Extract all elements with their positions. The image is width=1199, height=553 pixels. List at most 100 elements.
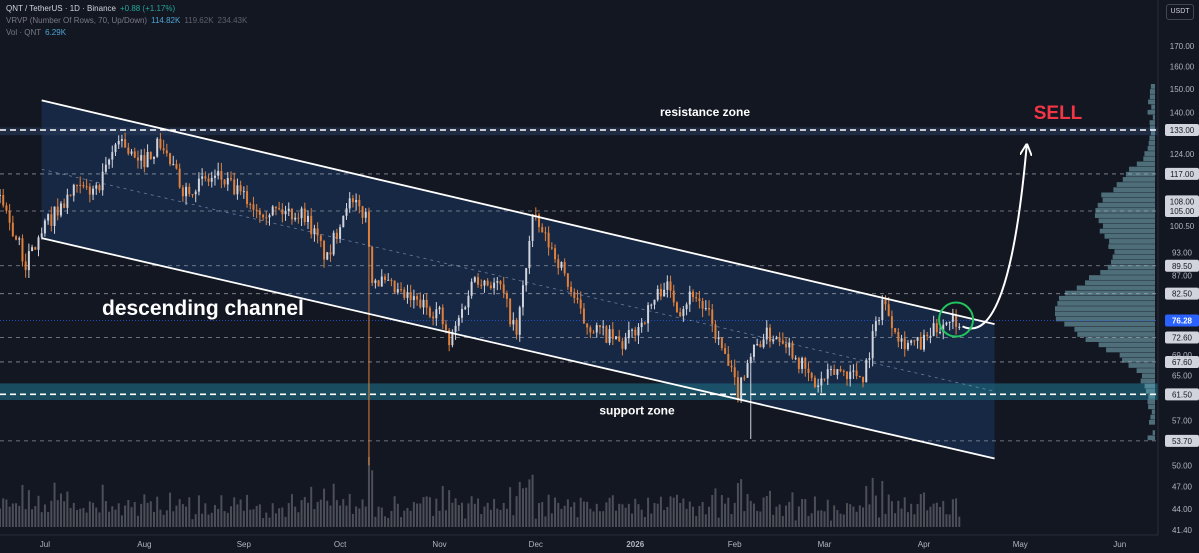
candle: [258, 210, 261, 215]
candle: [733, 367, 736, 378]
candle: [493, 282, 496, 289]
candle: [534, 214, 537, 216]
candle: [361, 206, 364, 218]
candle: [204, 176, 207, 179]
volume-bar: [627, 503, 630, 527]
volume-profile-bar: [1148, 140, 1155, 146]
candle: [425, 299, 428, 308]
volume-bar: [659, 496, 662, 527]
candle: [448, 330, 451, 346]
candle: [541, 227, 544, 233]
volume-bar: [560, 508, 563, 527]
candle: [358, 199, 361, 207]
candle: [887, 304, 890, 317]
volume-bar: [220, 495, 223, 527]
volume-bar: [66, 491, 69, 527]
candle: [69, 194, 72, 196]
candle: [239, 185, 242, 192]
volume-bar: [457, 505, 460, 527]
candle: [836, 369, 839, 375]
candle: [711, 309, 714, 325]
volume-profile-bar: [1097, 202, 1155, 208]
candle: [595, 325, 598, 333]
candle: [432, 316, 435, 319]
volume-bar: [512, 515, 515, 527]
volume-bar: [188, 497, 191, 527]
volume-bar: [926, 510, 929, 527]
candle: [149, 151, 152, 159]
candle: [15, 236, 18, 240]
currency-button[interactable]: USDT: [1166, 4, 1194, 20]
volume-bar: [650, 513, 653, 527]
vrvp-label[interactable]: VRVP (Number Of Rows, 70, Up/Down): [6, 16, 148, 25]
volume-bar: [810, 513, 813, 527]
volume-label[interactable]: Vol · QNT: [6, 28, 42, 37]
volume-bar: [592, 511, 595, 527]
volume-bar: [589, 508, 592, 527]
volume-bar: [246, 494, 249, 527]
level-tag: [1165, 195, 1199, 208]
projection-arrow: [962, 146, 1027, 330]
volume-bar: [268, 517, 271, 527]
candle: [794, 358, 797, 360]
volume-bar: [736, 483, 739, 527]
volume-profile-bar: [1122, 177, 1155, 182]
price-tick-label: 65.00: [1172, 371, 1193, 380]
volume-legend: Vol · QNT 6.29K: [6, 28, 70, 38]
symbol-header: QNT / TetherUS · 1D · Binance +0.88 (+1.1…: [6, 4, 179, 14]
symbol-title[interactable]: QNT / TetherUS · 1D · Binance: [6, 4, 116, 13]
volume-bar: [339, 505, 342, 527]
candle: [348, 198, 351, 209]
candle: [274, 206, 277, 209]
candle: [27, 251, 30, 271]
level-tag-label: 133.00: [1170, 126, 1195, 135]
volume-bar: [890, 501, 893, 527]
volume-bar: [733, 502, 736, 527]
price-change: +0.88 (+1.17%): [119, 4, 176, 13]
candle: [801, 357, 804, 369]
volume-bar: [794, 520, 797, 527]
volume-bar: [367, 457, 370, 527]
volume-bar: [858, 505, 861, 527]
volume-bar: [916, 503, 919, 527]
candle: [11, 222, 14, 237]
volume-bar: [675, 494, 678, 527]
candle: [191, 194, 194, 196]
candle: [772, 339, 775, 342]
volume-profile-bar: [1149, 94, 1155, 100]
channel-label: descending channel: [102, 297, 304, 320]
price-tick-label: 170.00: [1170, 42, 1195, 51]
candle: [387, 279, 390, 281]
volume-bar: [804, 499, 807, 527]
time-tick-label: Dec: [529, 540, 543, 549]
candle: [720, 337, 723, 349]
level-tag-label: 67.60: [1172, 358, 1193, 367]
vrvp-total-value: 234.43K: [217, 16, 248, 25]
volume-bar: [653, 503, 656, 527]
candle: [390, 279, 393, 281]
volume-profile-bar: [1149, 120, 1155, 125]
volume-bar: [307, 502, 309, 527]
volume-bar: [881, 480, 884, 527]
volume-bar: [489, 509, 492, 527]
volume-bar: [364, 506, 367, 527]
volume-bar: [262, 518, 265, 527]
candle: [692, 291, 694, 298]
volume-bar: [400, 517, 403, 527]
candle: [615, 336, 617, 339]
candle: [464, 307, 467, 310]
level-tag: [1165, 205, 1199, 218]
candle: [262, 214, 265, 218]
volume-bar: [855, 511, 858, 527]
volume-bar: [505, 508, 508, 527]
volume-bar: [897, 500, 900, 527]
volume-bar: [265, 512, 268, 527]
candle: [509, 298, 512, 325]
volume-bar: [422, 497, 425, 527]
volume-bar: [255, 505, 258, 527]
candle: [563, 261, 566, 274]
level-tag-label: 72.60: [1172, 333, 1193, 342]
volume-bar: [948, 514, 951, 527]
volume-profile-bar: [1147, 109, 1155, 115]
